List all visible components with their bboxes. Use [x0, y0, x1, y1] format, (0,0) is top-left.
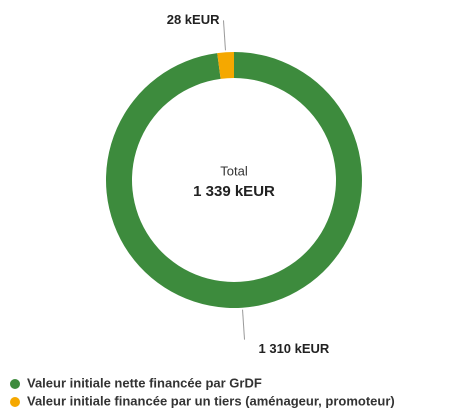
leader-line [222, 20, 226, 51]
data-label: 1 310 kEUR [259, 341, 330, 356]
legend-label: Valeur initiale nette financée par GrDF [27, 375, 262, 390]
donut-slice [217, 52, 234, 79]
center-label: Total [220, 163, 248, 178]
center-value: 1 339 kEUR [193, 183, 275, 200]
legend-swatch [10, 397, 20, 407]
leader-line [242, 309, 246, 340]
data-label: 28 kEUR [167, 12, 220, 27]
legend-label: Valeur initiale financée par un tiers (a… [27, 393, 395, 408]
legend-swatch [10, 379, 20, 389]
donut-slice [105, 52, 363, 308]
